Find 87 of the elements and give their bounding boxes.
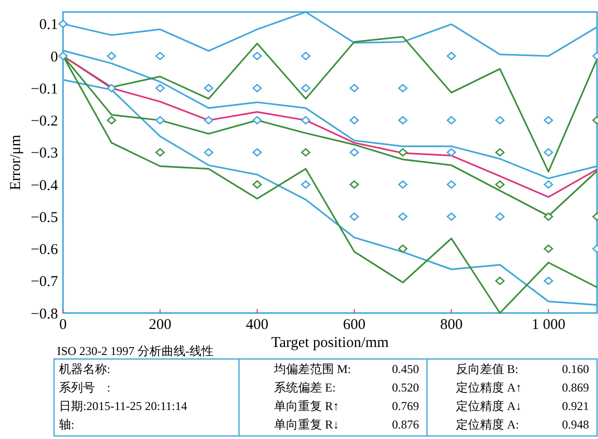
point — [446, 116, 456, 124]
point — [398, 116, 408, 124]
point — [398, 148, 408, 157]
point — [155, 84, 165, 92]
point — [106, 84, 116, 92]
point — [495, 180, 505, 189]
text: 0.876 — [392, 418, 419, 432]
x-tick-label: 600 — [343, 317, 366, 333]
point — [350, 180, 359, 189]
x-tick-label: 800 — [440, 317, 463, 333]
point — [544, 244, 554, 253]
text: 系列号 : — [59, 380, 110, 394]
point — [495, 212, 505, 221]
point — [544, 116, 554, 124]
text: 轴: — [59, 418, 74, 432]
point — [398, 244, 408, 253]
point — [495, 276, 505, 286]
point — [204, 148, 214, 157]
x-tick-label: 400 — [246, 317, 268, 333]
point — [350, 116, 359, 124]
y-tick-label: −0.8 — [30, 306, 58, 322]
point — [544, 148, 554, 157]
text: 单向重复 R↑ — [274, 399, 340, 413]
point — [350, 212, 359, 221]
point — [446, 212, 456, 221]
point — [544, 180, 554, 189]
text: 0.520 — [392, 380, 419, 394]
point — [495, 116, 505, 124]
y-tick-label: −0.4 — [30, 178, 58, 194]
point — [544, 276, 554, 286]
y-tick-label: −0.5 — [30, 210, 58, 226]
y-tick-label: −0.6 — [30, 242, 58, 258]
text: 均偏差范围 M: — [273, 362, 352, 376]
point — [58, 20, 68, 28]
text: 定位精度 A↓ — [456, 399, 522, 413]
text: 0.948 — [562, 418, 589, 432]
x-tick-label: 1 000 — [532, 317, 566, 333]
y-tick-label: −0.1 — [30, 81, 58, 98]
point — [301, 180, 310, 189]
point — [446, 148, 456, 157]
point — [106, 116, 116, 124]
y-tick-label: 0 — [50, 49, 58, 66]
text: 日期:2015-11-25 20:11:14 — [59, 399, 188, 413]
text: 定位精度 A↑ — [456, 380, 522, 394]
text: 机器名称: — [59, 362, 110, 376]
point — [155, 116, 165, 124]
x-tick-label: 200 — [148, 317, 172, 333]
point — [252, 180, 262, 189]
point — [398, 180, 408, 189]
point — [106, 52, 116, 60]
point — [301, 116, 310, 124]
text: 0.450 — [392, 362, 419, 376]
point — [252, 116, 262, 124]
text: 0.869 — [562, 380, 589, 394]
text: 定位精度 A: — [456, 418, 519, 432]
text: 单向重复 R↓ — [274, 418, 340, 432]
text: 反向差值 B: — [456, 362, 518, 376]
point — [252, 52, 262, 60]
text: 0.921 — [562, 399, 589, 413]
point — [544, 212, 554, 221]
point — [301, 148, 310, 157]
point — [204, 84, 214, 92]
point — [350, 84, 359, 92]
text: ISO 230-2 1997 分析曲线-线性 — [57, 344, 214, 358]
point — [301, 52, 310, 60]
point — [58, 52, 68, 60]
text: 系统偏差 E: — [274, 380, 336, 394]
point — [446, 180, 456, 189]
y-axis-title: Error/μm — [8, 134, 24, 190]
y-tick-label: −0.7 — [30, 274, 58, 290]
text: 0.769 — [392, 399, 419, 413]
point — [495, 148, 505, 157]
point — [155, 52, 165, 60]
text: 0.160 — [562, 362, 589, 376]
point — [155, 148, 165, 157]
point — [398, 212, 408, 221]
point — [301, 84, 310, 92]
point — [204, 116, 214, 124]
x-axis-title: Target position/mm — [271, 335, 390, 351]
point — [252, 84, 262, 92]
y-tick-label: 0.1 — [39, 17, 58, 34]
point — [252, 148, 262, 157]
point — [350, 148, 359, 157]
point — [446, 52, 456, 60]
y-tick-label: −0.2 — [30, 114, 58, 130]
y-tick-label: −0.3 — [30, 146, 58, 162]
point — [398, 84, 408, 92]
